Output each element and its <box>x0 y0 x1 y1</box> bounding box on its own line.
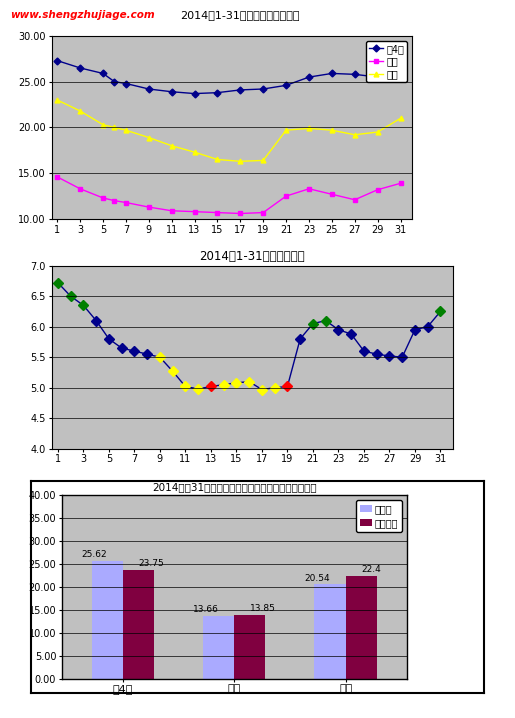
猪肉 <box>77 107 83 116</box>
仙4猪 <box>146 85 152 93</box>
猪肉 <box>260 156 266 164</box>
Bar <box>203 616 234 679</box>
猪肉 <box>214 155 220 164</box>
仙4猪 <box>398 69 404 78</box>
仙4猪 <box>123 79 129 88</box>
仙4猪 <box>111 78 117 86</box>
活猪 <box>146 202 152 211</box>
Title: 2014年第31周黑龙江猪产品价格与全国平均价格比较: 2014年第31周黑龙江猪产品价格与全国平均价格比较 <box>152 482 317 492</box>
仙4猪 <box>306 73 312 81</box>
仙4猪 <box>54 56 60 65</box>
仙4猪 <box>237 85 244 94</box>
Text: 2014年1-31周生猪产品价格走势: 2014年1-31周生猪产品价格走势 <box>180 10 300 20</box>
猪肉 <box>374 128 381 136</box>
Title: 2014年1-31周猪粮比走势: 2014年1-31周猪粮比走势 <box>199 250 305 263</box>
活猪 <box>283 192 289 200</box>
Text: www.shengzhujiage.com: www.shengzhujiage.com <box>10 10 155 20</box>
猪肉 <box>111 123 117 131</box>
Legend: 黑龙江, 全国平均: 黑龙江, 全国平均 <box>356 500 402 532</box>
Bar <box>315 584 346 679</box>
猪肉 <box>398 114 404 123</box>
活猪 <box>260 208 266 217</box>
仙4猪 <box>260 85 266 93</box>
活猪 <box>374 185 381 194</box>
活猪 <box>192 208 198 216</box>
猪肉 <box>123 126 129 134</box>
猪肉 <box>100 121 106 129</box>
Text: 25.62: 25.62 <box>82 551 108 559</box>
活猪 <box>123 198 129 207</box>
Bar <box>234 615 266 679</box>
活猪 <box>77 185 83 193</box>
活猪 <box>100 194 106 202</box>
仙4猪 <box>192 89 198 98</box>
Legend: 仙4猪, 活猪, 猪肉: 仙4猪, 活猪, 猪肉 <box>366 41 407 83</box>
Line: 仙4猪: 仙4猪 <box>55 58 403 96</box>
Text: 22.4: 22.4 <box>361 565 381 574</box>
活猪 <box>398 179 404 187</box>
仙4猪 <box>283 81 289 90</box>
猪肉 <box>237 157 244 166</box>
活猪 <box>54 172 60 181</box>
猪肉 <box>192 148 198 157</box>
Text: 23.75: 23.75 <box>139 559 164 568</box>
活猪 <box>352 195 358 204</box>
Bar <box>123 570 154 679</box>
活猪 <box>237 209 244 218</box>
猪肉 <box>54 95 60 104</box>
猪肉 <box>283 126 289 134</box>
活猪 <box>168 207 175 215</box>
猪肉 <box>329 126 335 134</box>
猪肉 <box>352 131 358 139</box>
仙4猪 <box>374 73 381 81</box>
仙4猪 <box>214 88 220 97</box>
活猪 <box>306 185 312 193</box>
活猪 <box>111 197 117 205</box>
Bar <box>346 576 377 679</box>
仙4猪 <box>329 69 335 78</box>
仙4猪 <box>168 88 175 96</box>
仙4猪 <box>77 64 83 73</box>
Text: 13.66: 13.66 <box>193 605 219 614</box>
猪肉 <box>168 141 175 150</box>
Text: 13.85: 13.85 <box>250 605 276 613</box>
Line: 活猪: 活猪 <box>55 174 403 216</box>
猪肉 <box>146 134 152 142</box>
仙4猪 <box>352 70 358 79</box>
活猪 <box>214 208 220 217</box>
Bar <box>92 561 123 679</box>
Line: 猪肉: 猪肉 <box>55 98 403 164</box>
仙4猪 <box>100 69 106 78</box>
活猪 <box>329 190 335 199</box>
猪肉 <box>306 124 312 133</box>
Text: 20.54: 20.54 <box>304 574 330 583</box>
